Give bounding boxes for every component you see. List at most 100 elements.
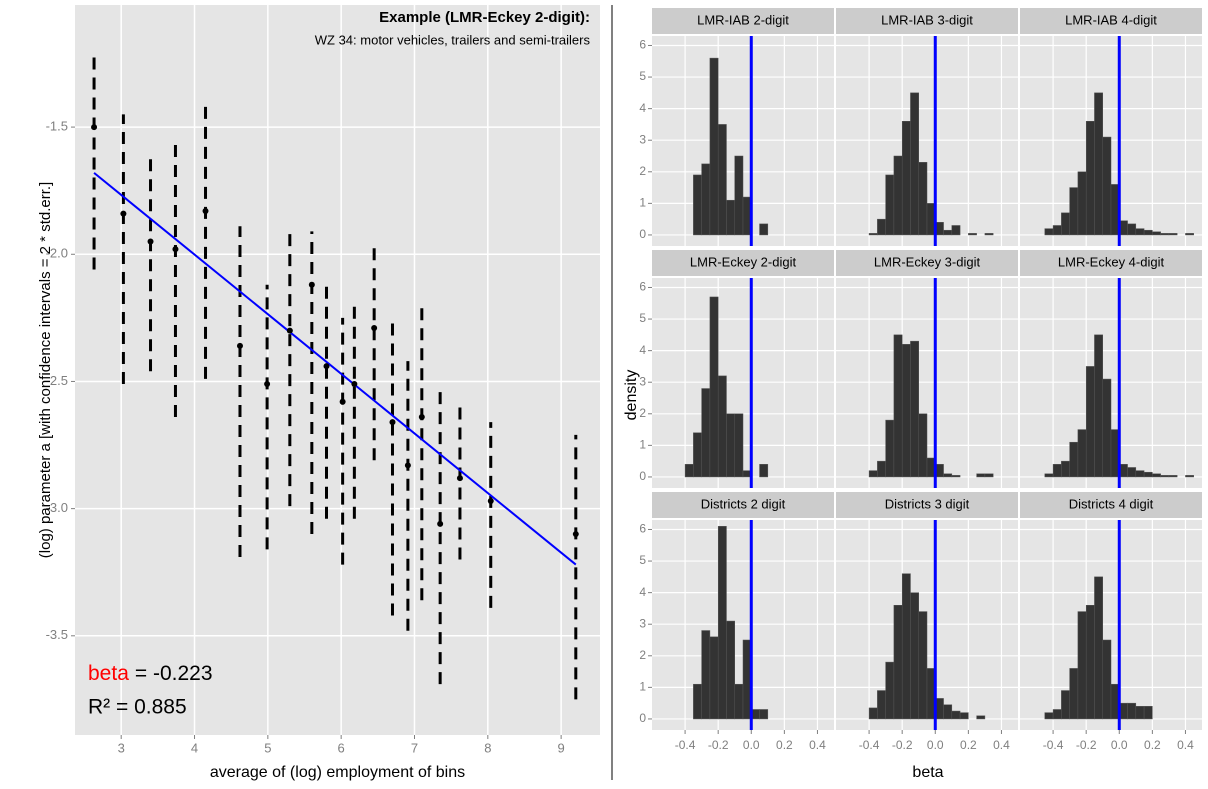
- point: [323, 363, 330, 370]
- bar: [693, 683, 702, 720]
- point: [418, 414, 425, 421]
- panel-title: Districts 3 digit: [885, 496, 970, 511]
- fit-line: [93, 172, 577, 566]
- bar: [1052, 225, 1062, 236]
- bar: [726, 199, 735, 236]
- bar: [910, 592, 919, 720]
- bar: [1061, 212, 1070, 236]
- bar: [1044, 228, 1054, 236]
- annotation-beta: beta: [88, 662, 129, 685]
- bar: [901, 121, 911, 236]
- bar: [885, 419, 895, 478]
- x-tick-label: -0.4: [675, 738, 696, 752]
- y-tick-label: 3: [639, 616, 646, 630]
- x-tick-label: 0.2: [776, 738, 793, 752]
- bar: [1052, 709, 1062, 720]
- bar: [885, 174, 895, 236]
- strip: [652, 492, 834, 518]
- bar: [1135, 470, 1145, 478]
- bar: [1094, 576, 1103, 720]
- bar: [717, 375, 727, 478]
- x-tick-label: -0.2: [892, 738, 913, 752]
- point: [147, 238, 154, 245]
- y-tick-label: 6: [639, 522, 646, 536]
- bar: [910, 340, 919, 478]
- bar: [1160, 475, 1170, 478]
- y-tick-label: 1: [639, 438, 646, 452]
- strip: [1020, 492, 1202, 518]
- bar: [1168, 475, 1178, 478]
- x-tick-label: 7: [411, 740, 418, 755]
- bar: [918, 611, 928, 720]
- panel-title: LMR-Eckey 4-digit: [1058, 254, 1165, 269]
- bar: [1069, 668, 1079, 720]
- bar: [1127, 223, 1137, 236]
- bar: [868, 470, 878, 478]
- x-axis-label: average of (log) employment of bins: [210, 764, 465, 781]
- y-tick-label: -2.5: [46, 373, 68, 388]
- panel-title: Districts 2 digit: [701, 496, 786, 511]
- x-axis-label: beta: [912, 764, 943, 781]
- point: [202, 208, 209, 215]
- bar: [968, 233, 977, 236]
- chart-title: Example (LMR-Eckey 2-digit):: [379, 9, 590, 26]
- bar: [893, 155, 903, 236]
- point: [236, 342, 243, 349]
- bar: [1143, 229, 1153, 236]
- bar: [759, 464, 769, 478]
- bar: [726, 620, 735, 720]
- y-tick-label: 5: [639, 69, 646, 83]
- y-tick-label: 3: [639, 374, 646, 388]
- point: [437, 520, 444, 527]
- x-tick-label: 8: [484, 740, 491, 755]
- bar: [1044, 473, 1054, 478]
- x-tick-label: 0.0: [743, 738, 760, 752]
- bar: [701, 163, 711, 236]
- bar: [1077, 611, 1087, 720]
- x-tick-label: 0.4: [1177, 738, 1194, 752]
- bar: [877, 218, 886, 236]
- panel-title: LMR-IAB 2-digit: [697, 12, 789, 27]
- x-tick-label: -0.4: [859, 738, 880, 752]
- bar: [1135, 228, 1145, 236]
- annotation-r2: R² = 0.885: [88, 696, 187, 719]
- chart-subtitle: WZ 34: motor vehicles, trailers and semi…: [315, 32, 591, 47]
- bar: [1069, 441, 1079, 478]
- x-tick-label: -0.2: [708, 738, 729, 752]
- bar: [693, 432, 702, 478]
- bar: [984, 233, 994, 236]
- bar: [1069, 187, 1079, 236]
- y-tick-label: 4: [639, 101, 646, 115]
- bar: [959, 712, 969, 720]
- bar: [1052, 464, 1062, 478]
- y-tick-label: 6: [639, 38, 646, 52]
- point: [351, 380, 358, 387]
- bar: [684, 464, 694, 478]
- panel-title: LMR-Eckey 2-digit: [690, 254, 797, 269]
- y-tick-label: -1.5: [46, 119, 68, 134]
- bar: [1185, 233, 1194, 236]
- bar: [943, 229, 953, 236]
- x-tick-label: 0.2: [1144, 738, 1161, 752]
- bar: [701, 630, 711, 720]
- bar: [717, 526, 727, 720]
- y-tick-label: -3.0: [46, 500, 68, 515]
- panel-title: LMR-Eckey 3-digit: [874, 254, 981, 269]
- strip: [836, 250, 1018, 276]
- annotation: beta = -0.223: [88, 662, 213, 685]
- bar: [1044, 712, 1054, 720]
- point: [572, 531, 579, 538]
- x-tick-label: 0.0: [1111, 738, 1128, 752]
- bar: [976, 715, 986, 720]
- bar: [918, 413, 928, 478]
- strip: [1020, 8, 1202, 34]
- x-tick-label: 0.4: [809, 738, 826, 752]
- bar: [1143, 471, 1153, 478]
- bar: [1102, 639, 1112, 720]
- panel-title: Districts 4 digit: [1069, 496, 1154, 511]
- bar: [1077, 429, 1087, 478]
- y-tick-label: 2: [639, 164, 646, 178]
- bar: [893, 605, 903, 720]
- x-tick-label: 5: [264, 740, 271, 755]
- point: [172, 246, 179, 253]
